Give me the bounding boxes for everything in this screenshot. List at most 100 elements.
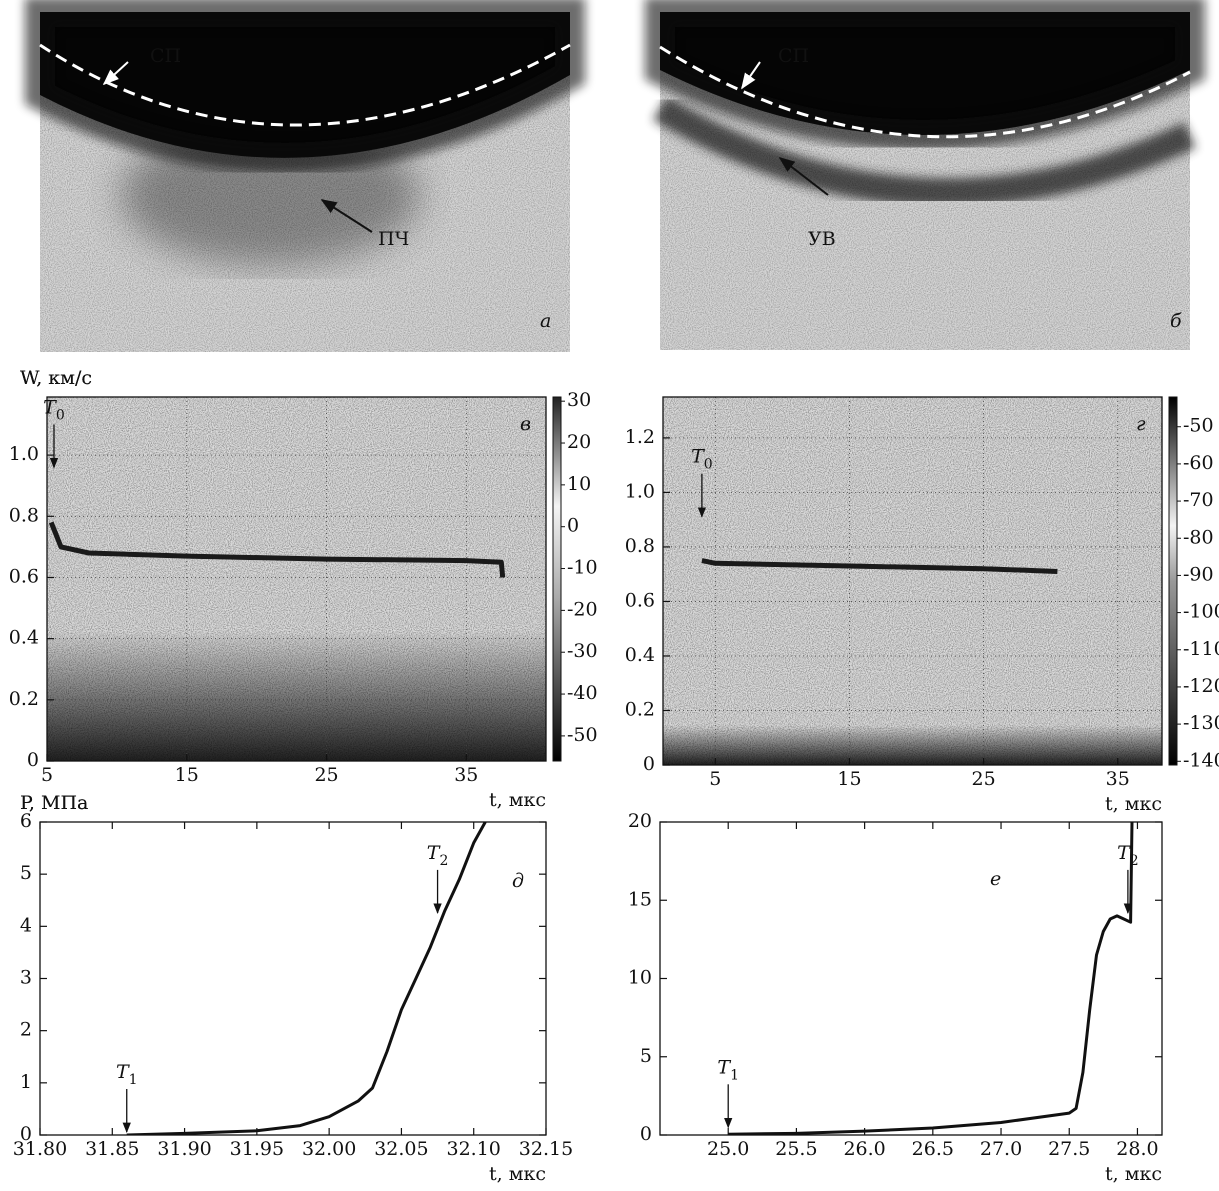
y-tick-label: 0.2 — [9, 688, 39, 710]
spectrogram-grain — [663, 397, 1162, 765]
colorbar-tick-label: -90 — [1183, 563, 1214, 585]
x-tick-label: 25 — [314, 764, 338, 786]
y-tick-label: 2 — [20, 1019, 32, 1041]
colorbar-tick-label: -110 — [1183, 638, 1219, 660]
y-tick-label: 5 — [640, 1045, 652, 1067]
photo-dark-edge — [25, 0, 585, 173]
y-axis-label: P, МПа — [20, 792, 88, 814]
annotation: T0 — [691, 446, 713, 473]
x-axis-label: t, мкс — [489, 1163, 546, 1185]
annotation-arrow — [320, 199, 373, 233]
colorbar-tick-label: -50 — [1183, 415, 1214, 437]
x-tick-label: 31.90 — [157, 1138, 211, 1160]
annotation: СП — [778, 45, 809, 67]
colorbar-tick-label: -80 — [1183, 526, 1214, 548]
y-axis-label: W, км/с — [20, 367, 92, 389]
annotation: T1 — [717, 1056, 739, 1083]
x-tick-label: 27.5 — [1048, 1138, 1090, 1160]
panel-label: е — [990, 868, 1001, 890]
colorbar-tick-label: -120 — [1183, 675, 1219, 697]
x-tick-label: 32.05 — [374, 1138, 428, 1160]
colorbar-tick-label: -70 — [1183, 489, 1214, 511]
y-tick-label: 0.2 — [625, 698, 655, 720]
annotation: ПЧ — [378, 228, 409, 250]
y-tick-label: 0 — [643, 753, 655, 775]
colorbar-tick-label: -40 — [567, 682, 598, 704]
annotation-symbol: T — [1117, 842, 1131, 864]
y-tick-label: 20 — [628, 810, 652, 832]
panel-label: г — [1136, 413, 1146, 435]
y-tick-label: 1.0 — [9, 443, 39, 465]
colorbar — [552, 396, 562, 762]
annotation-subscript: 2 — [439, 853, 448, 869]
colorbar-tick-label: -130 — [1183, 712, 1219, 734]
annotation-symbol: T — [116, 1061, 130, 1083]
y-tick-label: 0 — [27, 749, 39, 771]
annotation: T1 — [116, 1061, 138, 1088]
y-tick-label: 0 — [20, 1123, 32, 1145]
x-tick-label: 5 — [41, 764, 53, 786]
y-tick-label: 0.4 — [625, 644, 655, 666]
spectrogram-grain — [47, 397, 546, 761]
annotation-symbol: T — [691, 446, 705, 468]
data-line — [48, 521, 506, 578]
annotation-subscript: 0 — [704, 457, 713, 473]
spectrogram-panel: 5 15 25 35 0 0.2 0.4 0.6 0.8 1.0 W, км/с t, мкс 30 20… — [9, 367, 598, 811]
y-tick-label: 1.0 — [625, 480, 655, 502]
colorbar-tick-label: -100 — [1183, 601, 1219, 623]
plot-frame — [39, 821, 547, 1136]
panel-label: а — [540, 310, 551, 332]
y-tick-label: 1 — [20, 1071, 32, 1093]
x-tick-label: 27.0 — [980, 1138, 1022, 1160]
panel-label: д — [512, 870, 524, 892]
x-axis-label: t, мкс — [1105, 793, 1162, 815]
y-tick-label: 0.8 — [9, 504, 39, 526]
y-tick-label: 10 — [628, 967, 652, 989]
data-line — [728, 822, 1134, 1135]
colorbar-tick-label: 30 — [567, 389, 591, 411]
x-tick-label: 35 — [454, 764, 478, 786]
photo-panel: СП ПЧ а — [25, 0, 585, 352]
x-tick-label: 32.15 — [519, 1138, 573, 1160]
plot-frame — [46, 396, 547, 762]
x-tick-label: 31.85 — [85, 1138, 139, 1160]
y-tick-label: 6 — [20, 810, 32, 832]
y-tick-label: 0 — [640, 1123, 652, 1145]
annotation: T0 — [43, 396, 65, 423]
y-tick-label: 0.4 — [9, 627, 39, 649]
annotation-symbol: T — [427, 842, 441, 864]
y-tick-label: 3 — [20, 967, 32, 989]
y-tick-label: 0.8 — [625, 535, 655, 557]
annotation-subscript: 0 — [56, 407, 65, 423]
data-layer — [728, 822, 1134, 1135]
colorbar-tick-label: 20 — [567, 431, 591, 453]
data-layer — [126, 822, 487, 1135]
x-tick-label: 15 — [837, 768, 861, 790]
annotation-symbol: T — [717, 1056, 731, 1078]
x-tick-label: 35 — [1106, 768, 1130, 790]
colorbar-tick-label: 10 — [567, 473, 591, 495]
colorbar-tick-label: -30 — [567, 640, 598, 662]
x-tick-label: 15 — [175, 764, 199, 786]
colorbar — [1168, 396, 1178, 766]
x-tick-label: 25 — [972, 768, 996, 790]
y-axis-label: P, МПа — [20, 792, 88, 814]
line-panel: 31.80 31.85 31.90 31.95 32.00 32.05 32.10 32.15… — [13, 792, 573, 1185]
panel-label: б — [1170, 310, 1182, 332]
x-tick-label: 5 — [709, 768, 721, 790]
annotation: СП — [150, 45, 181, 67]
colorbar-tick-label: -10 — [567, 557, 598, 579]
x-tick-label: 28.0 — [1116, 1138, 1158, 1160]
x-tick-label: 26.5 — [912, 1138, 954, 1160]
colorbar-tick-label: -50 — [567, 724, 598, 746]
colorbar-tick-label: -140 — [1183, 749, 1219, 771]
data-line — [126, 822, 487, 1135]
x-tick-label: 31.95 — [230, 1138, 284, 1160]
y-tick-label: 0.6 — [9, 565, 39, 587]
annotation: УВ — [808, 228, 836, 250]
plot-frame — [662, 396, 1163, 766]
y-tick-label: 0.6 — [625, 589, 655, 611]
y-tick-label: 1.2 — [625, 426, 655, 448]
